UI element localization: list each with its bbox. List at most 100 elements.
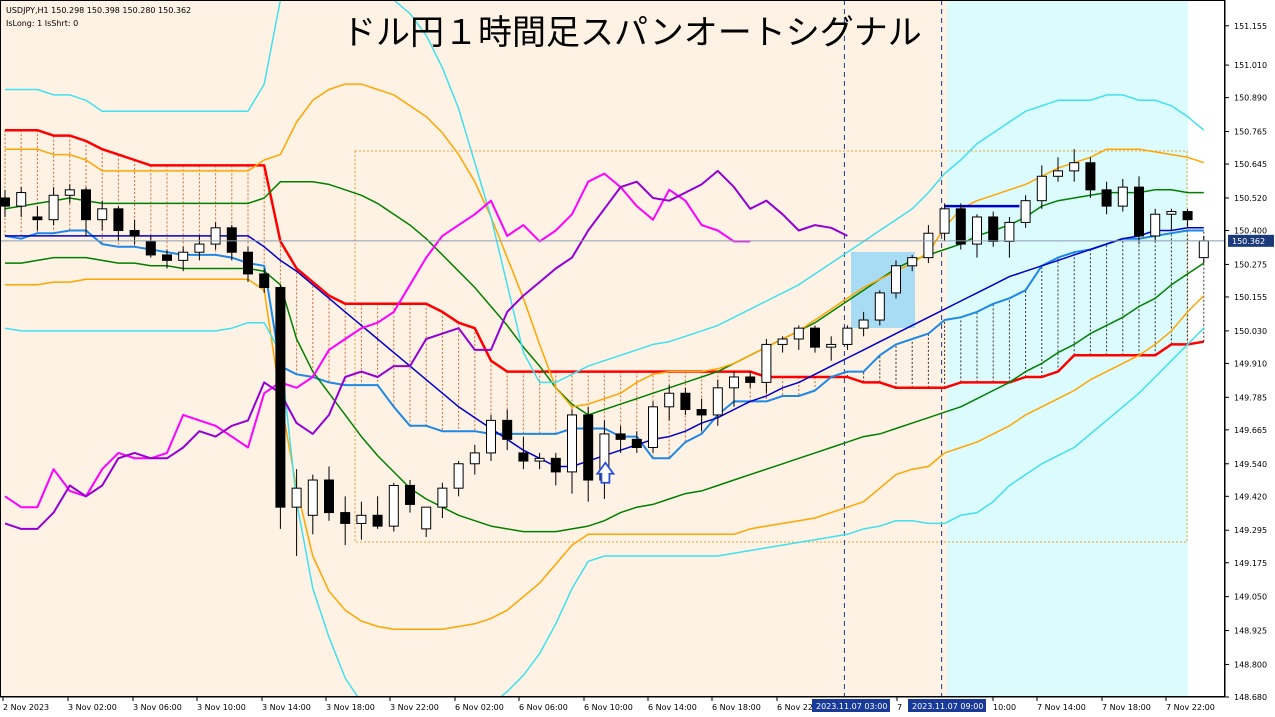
candle [453,461,464,497]
indicator-line-5 [5,278,1205,630]
candle [534,452,545,470]
indicator-line-6 [5,83,1205,408]
x-tick-label: 3 Nov 18:00 [326,703,375,712]
candle [1182,208,1193,228]
candle [194,235,205,261]
candle [275,284,286,529]
candle [583,406,594,502]
x-tick-label: 2 Nov 2023 [3,703,49,712]
price-tag-box [1228,234,1274,247]
indicator-line-4 [4,180,1204,416]
candle [1036,165,1047,209]
candle [16,187,27,217]
candle [745,371,756,388]
candle [340,496,351,546]
y-tick-label: 149.540 [1234,460,1267,469]
candle [1134,176,1144,245]
candle [356,501,367,540]
current-price-tag: 150.362 [1228,234,1274,247]
x-tick-label: 3 Nov 02:00 [68,703,117,712]
candle [1069,149,1080,182]
candle [32,206,43,231]
candle [113,206,124,242]
candle [388,482,399,532]
x-tick-label: 7 Nov 14:00 [1037,703,1086,712]
up-arrow-icon [595,461,616,484]
candle [631,431,642,453]
y-tick-label: 149.420 [1234,492,1267,501]
candle [1004,216,1015,258]
x-tick-label: 6 Nov 10:00 [584,703,633,712]
x-tick-label: 6 Nov 14:00 [648,703,697,712]
chart-title: ドル円１時間足スパンオートシグナル [342,13,922,53]
candle [777,336,788,353]
vertical-marker-lines [843,0,943,697]
candle [1150,208,1161,242]
y-tick-label: 149.910 [1234,359,1267,368]
x-tick-label: 7 Nov 22:00 [1166,703,1215,712]
candle [810,325,820,353]
candle [307,474,318,535]
candle [680,387,691,415]
candle [988,211,999,247]
candle [826,336,837,361]
y-tick-label: 151.010 [1234,61,1267,70]
candle [648,401,658,453]
x-tick-label: 3 Nov 22:00 [390,703,439,712]
marker-label-box [908,699,986,712]
x-tick-label: 6 Nov 22 [777,703,813,712]
candle [291,469,302,556]
candle [664,385,675,421]
candle [1053,157,1063,182]
candle [923,225,934,264]
y-tick-label: 150.520 [1234,194,1267,203]
x-tick-label: 3 Nov 06:00 [133,703,182,712]
marker-label: 2023.11.07 03:00 [816,702,887,711]
y-tick-label: 150.030 [1234,327,1267,336]
y-tick-label: 148.680 [1234,693,1267,702]
candle [891,260,901,299]
y-tick-label: 150.765 [1234,128,1267,137]
candle [1101,181,1112,215]
candle [793,325,804,350]
y-tick-label: 150.155 [1234,293,1267,302]
candle [324,466,334,521]
y-tick-label: 150.890 [1234,94,1267,103]
x-tick-label: 6 Nov 02:00 [455,703,504,712]
indicator-info: IsLong: 1 IsShrt: 0 [6,19,78,28]
candle [178,246,189,272]
candle [162,249,172,269]
candle [907,254,918,272]
buy-signal-arrow-icon [595,461,616,484]
candle [1085,157,1096,198]
y-tick-label: 150.400 [1234,227,1267,236]
y-tick-label: 150.275 [1234,260,1267,269]
candle [437,482,448,519]
indicator-line-8 [5,0,1205,384]
candle [1166,208,1177,231]
candle [145,235,156,258]
candle [469,444,480,475]
range-box [354,150,1188,543]
marker-label: 2023.11.07 09:00 [912,702,983,711]
candle [64,184,75,204]
candle [761,339,772,394]
candle [48,187,59,226]
candle [1020,195,1031,228]
candle [874,290,885,326]
y-axis: 151.155 151.010 150.890 150.765 150.645 150.5… [1224,0,1275,717]
candle [939,203,950,242]
candle [550,452,561,486]
y-tick-label: 149.295 [1234,526,1267,535]
candle [972,214,982,258]
candle [567,409,577,494]
candle [502,409,513,451]
candle [858,311,869,337]
candle [81,187,91,236]
candle [1117,178,1128,212]
candle [486,414,496,462]
candle [372,496,383,529]
y-tick-label: 150.645 [1234,160,1267,169]
x-tick-label: 10:00 [993,703,1016,712]
candle [712,379,723,426]
